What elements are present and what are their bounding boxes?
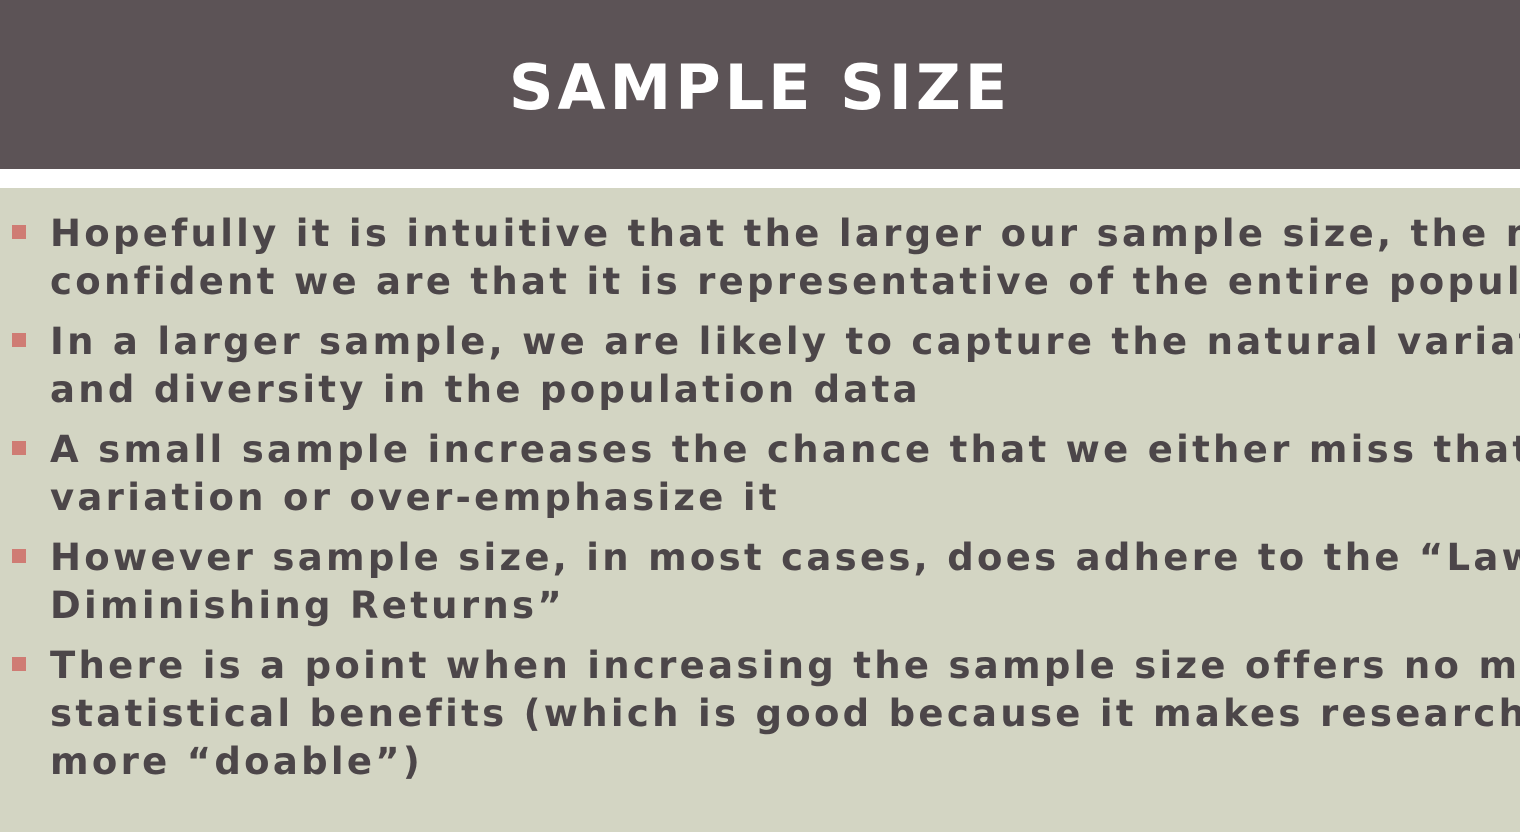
bullet-line: However sample size, in most cases, does… — [50, 536, 1520, 579]
bullet-item-5: There is a point when increasing the sam… — [0, 642, 1520, 786]
bullet-marker-icon — [12, 225, 26, 239]
bullet-line: A small sample increases the chance that… — [50, 428, 1520, 471]
title-bar: SAMPLE SIZE — [0, 0, 1520, 169]
bullet-item-2: In a larger sample, we are likely to cap… — [0, 318, 1520, 414]
bullet-line: In a larger sample, we are likely to cap… — [50, 320, 1520, 363]
bullet-line: There is a point when increasing the sam… — [50, 644, 1520, 687]
bullet-line: Diminishing Returns” — [50, 584, 565, 627]
bullet-marker-icon — [12, 549, 26, 563]
bullet-line: variation or over-emphasize it — [50, 476, 780, 519]
slide-title: SAMPLE SIZE — [508, 51, 1012, 124]
title-divider — [0, 169, 1520, 188]
bullet-marker-icon — [12, 441, 26, 455]
bullet-item-4: However sample size, in most cases, does… — [0, 534, 1520, 630]
bullet-marker-icon — [12, 333, 26, 347]
bullet-line: Hopefully it is intuitive that the large… — [50, 212, 1520, 255]
bullet-line: confident we are that it is representati… — [50, 260, 1520, 303]
bullet-marker-icon — [12, 657, 26, 671]
bullet-item-1: Hopefully it is intuitive that the large… — [0, 210, 1520, 306]
bullet-item-3: A small sample increases the chance that… — [0, 426, 1520, 522]
bullet-line: statistical benefits (which is good beca… — [50, 692, 1520, 735]
bullet-line: more “doable”) — [50, 740, 424, 783]
bullet-list: Hopefully it is intuitive that the large… — [0, 210, 1520, 798]
bullet-line: and diversity in the population data — [50, 368, 921, 411]
